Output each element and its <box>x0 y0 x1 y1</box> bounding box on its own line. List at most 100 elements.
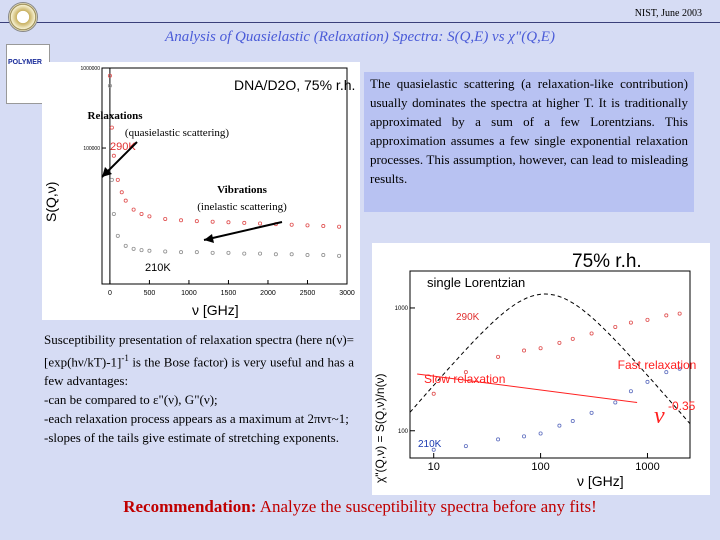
susc-line1: Susceptibility presentation of relaxatio… <box>44 332 354 370</box>
plot1-point-290K <box>119 190 124 195</box>
plot1-point-210K <box>131 246 136 251</box>
recommendation-text: Analyze the susceptibility spectra befor… <box>256 497 597 516</box>
plot1-point-210K <box>210 250 215 255</box>
plot1-frame <box>101 67 348 285</box>
plot1-xlabel: ν [GHz] <box>192 302 239 318</box>
plot1-point-290K <box>258 221 263 226</box>
plot2-title: 75% r.h. <box>572 251 642 272</box>
nist-seal-logo <box>8 2 38 32</box>
recommendation-label: Recommendation: <box>123 497 257 516</box>
plot1-point-210K <box>273 252 278 257</box>
plot1-y-tick-label: 100000 <box>83 146 100 152</box>
plot2-point-290K <box>589 331 594 336</box>
header-date: NIST, June 2003 <box>634 8 702 19</box>
plot2-frame <box>409 270 691 459</box>
plot1-point-290K <box>111 153 116 158</box>
spectra-plot-panel: 0 500 1000 1500 2000 2500 3000 1000000 100000 DN… <box>42 62 360 320</box>
plot2-point-290K <box>664 313 669 318</box>
plot1-point-290K <box>210 219 215 224</box>
plot1-y-tick-label: 1000000 <box>81 66 101 72</box>
fast-relaxation-label: Fast relaxation <box>618 358 697 372</box>
plot1-point-210K <box>111 211 116 216</box>
susceptibility-plot-panel: 10 100 1000 1000 100 75% r.h. single Lorentz… <box>372 243 710 495</box>
plot1-point-290K <box>242 220 247 225</box>
susc-sup: -1 <box>121 353 129 363</box>
susc-item1: -can be compared to ε"(ν), G"(ν); <box>44 392 218 408</box>
plot1-point-290K <box>115 177 120 182</box>
header-divider <box>0 22 720 23</box>
susceptibility-plot: 10 100 1000 1000 100 75% r.h. single Lorentz… <box>373 251 697 489</box>
plot1-point-290K <box>107 73 112 78</box>
plot1-point-210K <box>123 243 128 248</box>
plot1-point-290K <box>147 214 152 219</box>
susceptibility-text: Susceptibility presentation of relaxatio… <box>44 330 354 447</box>
plot2-point-210K <box>557 423 562 428</box>
plot1-x-tick-label: 2000 <box>260 290 276 297</box>
plot1-x-tick-label: 3000 <box>339 290 355 297</box>
plot2-y-tick-label: 1000 <box>395 306 409 312</box>
plot1-point-210K <box>109 177 114 182</box>
plot2-point-210K <box>677 366 682 371</box>
plot2-point-290K <box>496 354 501 359</box>
plot1-point-290K <box>123 198 128 203</box>
vibrations-arrowhead <box>204 234 214 243</box>
plot1-point-290K <box>337 224 342 229</box>
plot2-point-210K <box>522 434 527 439</box>
plot2-point-290K <box>463 370 468 375</box>
plot2-xlabel: ν [GHz] <box>577 473 624 489</box>
plot1-point-210K <box>147 248 152 253</box>
plot1-point-210K <box>321 253 326 258</box>
plot2-point-290K <box>628 320 633 325</box>
plot2-label-290k: 290K <box>456 312 480 323</box>
plot1-x-tick-label: 0 <box>108 290 112 297</box>
plot2-point-290K <box>677 311 682 316</box>
plot1-x-tick-label: 2500 <box>300 290 316 297</box>
plot1-point-210K <box>242 251 247 256</box>
plot1-point-290K <box>163 216 168 221</box>
plot1-point-210K <box>226 250 231 255</box>
plot2-point-210K <box>664 370 669 375</box>
plot1-point-290K <box>289 222 294 227</box>
plot2-point-210K <box>628 389 633 394</box>
susc-line1-end: is the Bose factor) is very useful and h… <box>44 354 354 389</box>
description-box: The quasielastic scattering (a relaxatio… <box>364 72 694 212</box>
plot1-point-290K <box>109 125 114 130</box>
polymer-logo-text: POLYMER <box>8 59 42 66</box>
plot2-point-210K <box>431 447 436 452</box>
plot1-title: DNA/D2O, 75% r.h. <box>234 77 355 93</box>
plot1-x-tick-label: 500 <box>144 290 156 297</box>
vibrations-sub-label: (inelastic scattering) <box>197 201 287 213</box>
plot2-point-290K <box>613 324 618 329</box>
susc-item2: -each relaxation process appears as a ma… <box>44 411 349 427</box>
single-lorentzian-label: single Lorentzian <box>427 275 525 290</box>
plot2-y-tick-label: 100 <box>398 429 409 435</box>
plot1-point-210K <box>115 233 120 238</box>
vibrations-label: Vibrations <box>217 184 267 196</box>
susc-item3: -slopes of the tails give estimate of st… <box>44 430 339 446</box>
plot2-point-210K <box>463 444 468 449</box>
plot1-point-210K <box>305 253 310 258</box>
plot2-point-290K <box>645 317 650 322</box>
plot1-point-290K <box>305 223 310 228</box>
plot1-point-290K <box>226 220 231 225</box>
plot2-point-210K <box>496 437 501 442</box>
plot2-point-290K <box>431 391 436 396</box>
slide-title: Analysis of Quasielastic (Relaxation) Sp… <box>165 29 555 45</box>
plot2-x-tick-label: 100 <box>531 461 549 473</box>
plot1-x-tick-label: 1000 <box>181 290 197 297</box>
plot2-point-290K <box>538 346 543 351</box>
plot1-point-290K <box>179 218 184 223</box>
plot2-point-210K <box>570 419 575 424</box>
plot2-point-290K <box>557 340 562 345</box>
plot1-point-290K <box>194 219 199 224</box>
plot1-x-tick-label: 1500 <box>221 290 237 297</box>
plot2-point-210K <box>613 400 618 405</box>
plot1-point-210K <box>107 83 112 88</box>
relaxations-sub-label: (quasielastic scattering) <box>125 127 229 139</box>
single-lorentzian-curve <box>409 293 691 425</box>
slow-relaxation-line <box>417 373 638 403</box>
plot1-ylabel: S(Q,ν) <box>43 182 59 222</box>
plot2-point-290K <box>570 336 575 341</box>
plot1-point-210K <box>194 250 199 255</box>
power-law-exp: -0.35 <box>668 399 696 413</box>
